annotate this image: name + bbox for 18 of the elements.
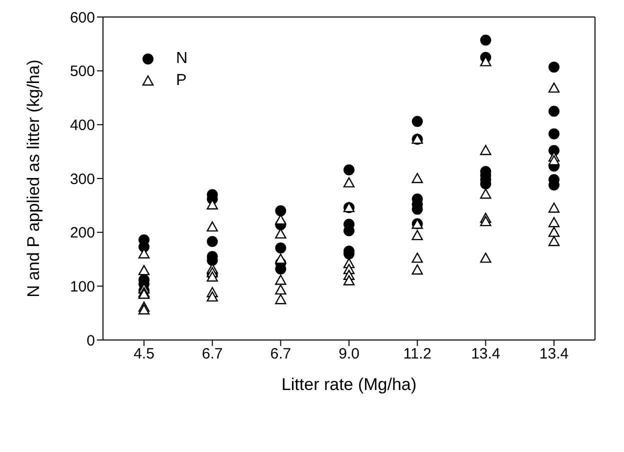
y-axis-title: N and P applied as litter (kg/ha) bbox=[24, 60, 44, 298]
x-tick-label: 6.7 bbox=[270, 346, 292, 363]
y-tick-label: 500 bbox=[70, 63, 95, 80]
y-tick-label: 600 bbox=[70, 9, 95, 26]
y-tick-label: 400 bbox=[70, 116, 95, 134]
x-axis-title: Litter rate (Mg/ha) bbox=[281, 375, 417, 394]
x-tick-label: 13.4 bbox=[471, 346, 500, 363]
x-tick-label: 13.4 bbox=[539, 346, 569, 363]
y-tick-label: 200 bbox=[70, 224, 95, 242]
x-tick-label: 4.5 bbox=[134, 346, 154, 363]
x-tick-label: 6.7 bbox=[202, 346, 223, 363]
legend-label: P bbox=[176, 72, 187, 90]
legend-label: N bbox=[176, 50, 188, 68]
y-tick-label: 300 bbox=[70, 170, 95, 188]
x-tick-label: 9.0 bbox=[338, 346, 360, 363]
y-tick-label: 0 bbox=[86, 332, 95, 350]
x-tick-label: 11.2 bbox=[403, 346, 432, 363]
y-tick-label: 100 bbox=[70, 278, 95, 296]
